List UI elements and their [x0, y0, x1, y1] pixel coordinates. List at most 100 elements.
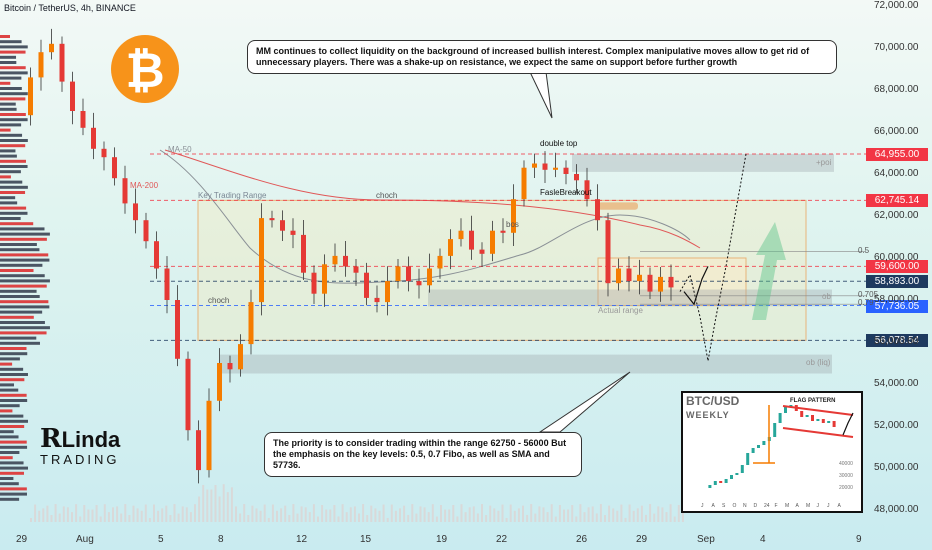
volume-bar	[144, 504, 147, 522]
volume-bar	[247, 515, 250, 522]
candle-body	[290, 230, 296, 235]
volume-profile-bar	[0, 253, 49, 257]
price-level-tag: 64,955.00	[866, 147, 928, 161]
brand-sub: TRADING	[40, 452, 120, 467]
candle-body	[437, 255, 443, 269]
fib-label: 0.5	[858, 245, 870, 255]
candle-body	[332, 255, 338, 265]
volume-profile-bar	[0, 191, 26, 194]
poi-label: +poi	[816, 158, 832, 167]
volume-profile-bar	[0, 55, 17, 59]
inset-candle	[713, 481, 717, 485]
volume-profile-bar	[0, 388, 19, 392]
volume-profile-bar	[0, 445, 28, 449]
inset-candle	[719, 481, 723, 483]
candle-body	[91, 127, 96, 149]
volume-bar	[226, 492, 229, 522]
volume-bar	[509, 504, 512, 522]
volume-profile-bar	[0, 107, 17, 111]
volume-bar	[431, 504, 434, 522]
inset-candle	[746, 453, 750, 465]
volume-bar	[608, 505, 611, 522]
x-tick-label: 12	[296, 534, 308, 545]
inset-month-label: F	[775, 503, 778, 509]
volume-bar	[456, 516, 459, 522]
volume-profile-bar	[0, 471, 24, 475]
volume-bar	[161, 508, 164, 522]
callout-top: MM continues to collect liquidity on the…	[247, 40, 837, 74]
inset-flag-bottom	[782, 427, 854, 438]
volume-profile-bar	[0, 310, 43, 314]
volume-bar	[50, 514, 53, 522]
volume-bar	[390, 504, 393, 522]
volume-bar	[583, 512, 586, 522]
x-tick-label: 19	[436, 534, 448, 545]
candle-body	[311, 272, 317, 294]
inset-month-label: O	[733, 503, 737, 509]
volume-bar	[58, 513, 61, 522]
volume-bar	[284, 505, 287, 522]
inset-month-label: A	[796, 503, 800, 509]
volume-bar	[517, 508, 520, 522]
y-tick-label: 70,000.00	[874, 42, 919, 53]
volume-profile-bar	[0, 35, 10, 38]
candle-body	[511, 199, 516, 233]
volume-bar	[177, 513, 180, 522]
volume-bar	[267, 517, 270, 522]
brand-mark: R	[40, 424, 62, 454]
brand-logo: RLinda TRADING	[40, 424, 120, 467]
volume-bar	[632, 510, 635, 522]
volume-profile-bar	[0, 71, 28, 75]
y-tick-label: 58,000.00	[874, 294, 919, 305]
volume-profile-bar	[0, 352, 28, 356]
candle-body	[227, 363, 233, 370]
volume-bar	[280, 508, 283, 522]
volume-bar	[378, 510, 381, 522]
choch-left-label: choch	[208, 296, 230, 305]
volume-bar	[669, 504, 672, 522]
volume-bar	[181, 506, 184, 522]
inset-price-label: 20000	[839, 485, 853, 491]
volume-profile-bar	[0, 393, 27, 397]
volume-profile-bar	[0, 175, 11, 179]
inset-month-label: J	[817, 503, 820, 509]
ob-liq-label: ob (liq)	[806, 358, 831, 367]
candle-body	[164, 268, 170, 300]
volume-profile-bar	[0, 315, 34, 319]
volume-bar	[567, 509, 570, 522]
volume-profile-bar	[0, 357, 20, 361]
volume-profile-bar	[0, 66, 26, 70]
volume-bar	[677, 504, 680, 522]
candle-body	[101, 148, 107, 158]
volume-bar	[222, 484, 225, 522]
inset-title: BTC/USD	[686, 394, 740, 408]
volume-bar	[140, 510, 143, 522]
volume-profile-bar	[0, 300, 49, 304]
volume-profile-bar	[0, 487, 27, 491]
volume-bar	[653, 513, 656, 522]
volume-bar	[403, 505, 406, 522]
volume-bar	[173, 504, 176, 522]
inset-month-label: 24	[764, 503, 770, 509]
volume-bar	[317, 516, 319, 522]
candle-body	[143, 220, 149, 242]
projection-path	[679, 153, 747, 361]
candle-body	[605, 220, 611, 284]
candle-body	[122, 178, 128, 204]
volume-bar	[448, 509, 451, 522]
bos-label: bos	[506, 220, 519, 229]
candle-body	[521, 167, 527, 200]
inset-month-label: A	[838, 503, 842, 509]
bitcoin-logo: ₿	[111, 35, 179, 103]
volume-profile-bar	[0, 326, 50, 330]
volume-profile-bar	[0, 263, 43, 267]
volume-profile-bar	[0, 196, 16, 200]
x-tick-label: 15	[360, 534, 372, 545]
inset-candle	[735, 473, 739, 475]
volume-bar	[665, 512, 668, 522]
volume-bar	[185, 507, 188, 522]
volume-bar	[591, 506, 594, 522]
choch-top-label: choch	[376, 191, 398, 200]
